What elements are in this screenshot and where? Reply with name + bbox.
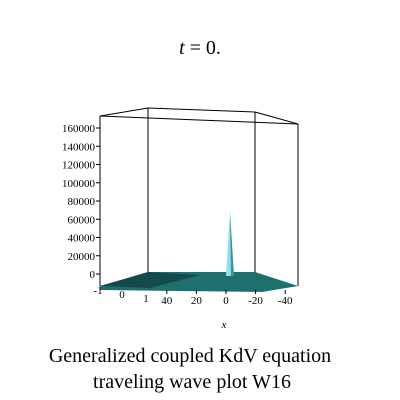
- box-edge-top-left-depth: [99, 107, 149, 117]
- z-axis: 0 20000 40000 60000 80000 100000 120000 140000 1…: [62, 123, 100, 281]
- y-tick-label: 0: [119, 289, 125, 301]
- z-tick-label: 120000: [62, 160, 96, 172]
- x-tick-label: 40: [161, 295, 173, 307]
- z-tick-label: 140000: [62, 141, 96, 153]
- surface: [100, 211, 298, 292]
- z-tick-label: 100000: [62, 178, 96, 190]
- x-axis: 40 20 0 -20 -40: [161, 290, 293, 307]
- caption-line-2: traveling wave plot W16: [93, 371, 291, 393]
- x-axis-label: x: [221, 319, 227, 331]
- bounding-box: [99, 107, 299, 286]
- x-tick-label: -20: [248, 295, 263, 307]
- y-axis: -1 0 1: [93, 285, 148, 305]
- x-tick-label: 20: [191, 295, 203, 307]
- z-tick-label: 0: [90, 269, 96, 281]
- x-tick-label: 0: [223, 295, 229, 307]
- title-value: = 0.: [185, 37, 221, 59]
- caption-line-1: Generalized coupled KdV equation: [49, 345, 331, 367]
- box-edge-front-top: [99, 115, 299, 125]
- z-tick-label: 40000: [68, 233, 96, 245]
- x-tick-label: -40: [278, 295, 293, 307]
- plot-title: t = 0.: [179, 37, 221, 59]
- y-tick-label: 1: [143, 293, 149, 305]
- surface-peak-shade: [230, 211, 234, 277]
- z-tick-label: 20000: [68, 251, 96, 263]
- z-tick-label: 160000: [62, 123, 96, 135]
- z-tick-label: 80000: [68, 196, 96, 208]
- title-variable: t: [179, 37, 185, 59]
- box-edge-top-right-depth: [254, 111, 299, 125]
- surface-floor-shade: [100, 272, 200, 288]
- box-edge-back-top: [147, 107, 256, 113]
- y-tick-label: -1: [93, 285, 102, 297]
- z-tick-label: 60000: [68, 214, 96, 226]
